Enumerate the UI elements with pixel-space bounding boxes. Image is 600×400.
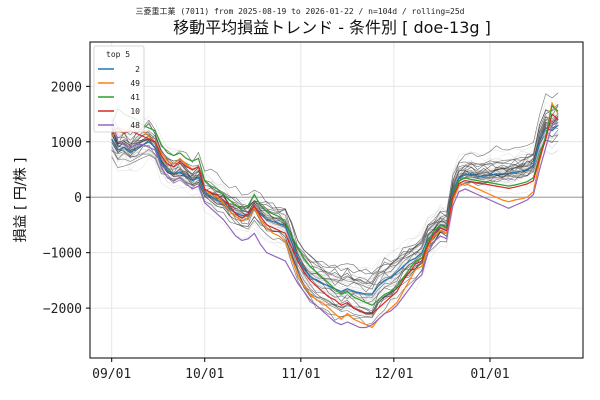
background-line [111,116,559,283]
background-line [111,111,559,312]
background-line [111,124,559,290]
x-ticks: 09/01 10/01 11/01 12/01 01/01 [92,358,510,382]
x-tick-label: 09/01 [92,367,131,382]
background-line [111,132,559,285]
y-ticks: −2000 −1000 0 1000 2000 [43,80,90,317]
y-tick-label: 1000 [51,136,82,151]
plot-frame [89,41,584,359]
background-line [111,139,559,297]
chart-supertitle: 三菱重工業 (7011) from 2025-08-19 to 2026-01-… [136,6,465,16]
y-tick-label: 2000 [51,80,82,95]
x-tick-label: 11/01 [281,367,320,382]
legend-label-2: 2 [135,65,140,74]
chart-title: 移動平均損益トレンド - 条件別 [ doe-13g ] [173,18,491,37]
background-line [111,126,559,304]
background-line [111,135,559,281]
series-line-10 [111,112,559,315]
background-line [111,105,559,299]
series-line-41 [111,104,559,307]
legend-label-10: 10 [130,107,140,116]
background-line [111,115,559,301]
legend-label-49: 49 [130,79,140,88]
background-line [111,119,559,318]
background-line [111,112,559,294]
legend-title: top 5 [106,50,130,59]
y-tick-label: −2000 [43,302,82,317]
legend-label-48: 48 [130,121,140,130]
background-lines [111,92,559,326]
y-tick-label: 0 [74,191,82,206]
x-tick-label: 10/01 [185,367,224,382]
series-line-48 [111,119,559,329]
series-line-49 [111,101,559,329]
y-tick-label: −1000 [43,247,82,262]
series-group [111,101,559,329]
y-axis-label: 損益 [ 円/株 ] [13,158,29,243]
background-line [111,103,559,304]
background-line [111,119,559,300]
x-tick-label: 12/01 [374,367,413,382]
legend-label-41: 41 [130,93,140,102]
x-tick-label: 01/01 [470,367,509,382]
legend: top 5 2 49 41 10 48 [93,45,145,133]
